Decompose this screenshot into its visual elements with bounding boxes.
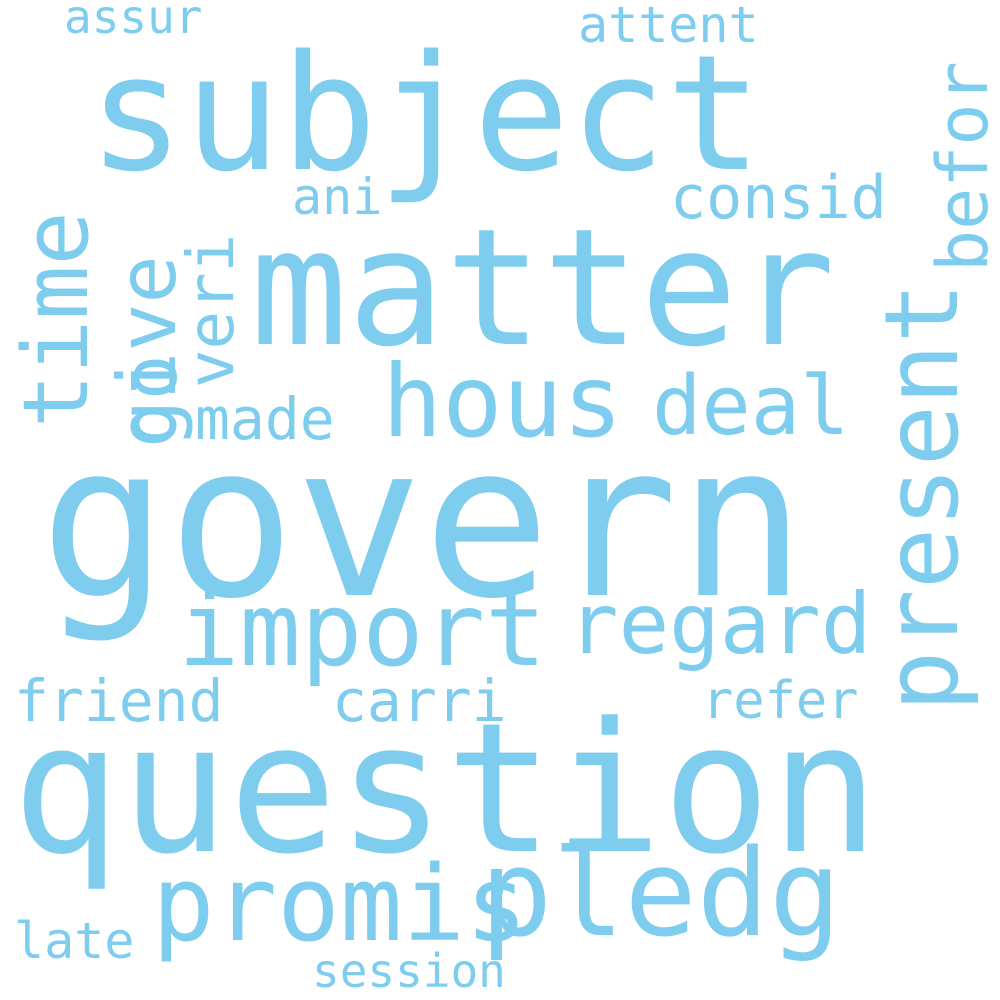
word-time: time [4,211,109,428]
word-refer: refer [702,671,859,731]
word-deal: deal [652,359,850,454]
word-present: present [863,282,982,712]
word-session: session [312,944,506,998]
word-question: question [12,685,879,894]
word-carri: carri [332,667,507,735]
word-subject: subject [88,20,763,207]
word-matter: matter [250,195,836,383]
word-attent: attent [578,0,759,54]
word-consid: consid [670,163,887,233]
word-go: go [105,354,194,446]
word-import: import [178,571,547,690]
word-pledg: pledg [480,825,842,964]
word-late: late [14,912,135,970]
word-assur: assur [64,0,203,44]
word-promis: promis [152,843,528,965]
word-friend: friend [14,667,224,735]
word-ani: ani [292,168,383,226]
word-befor: befor [922,61,1000,272]
word-regard: regard [568,575,872,673]
word-made: made [195,385,335,453]
word-govern: govern [40,398,806,645]
word-hous: hous [382,343,623,460]
